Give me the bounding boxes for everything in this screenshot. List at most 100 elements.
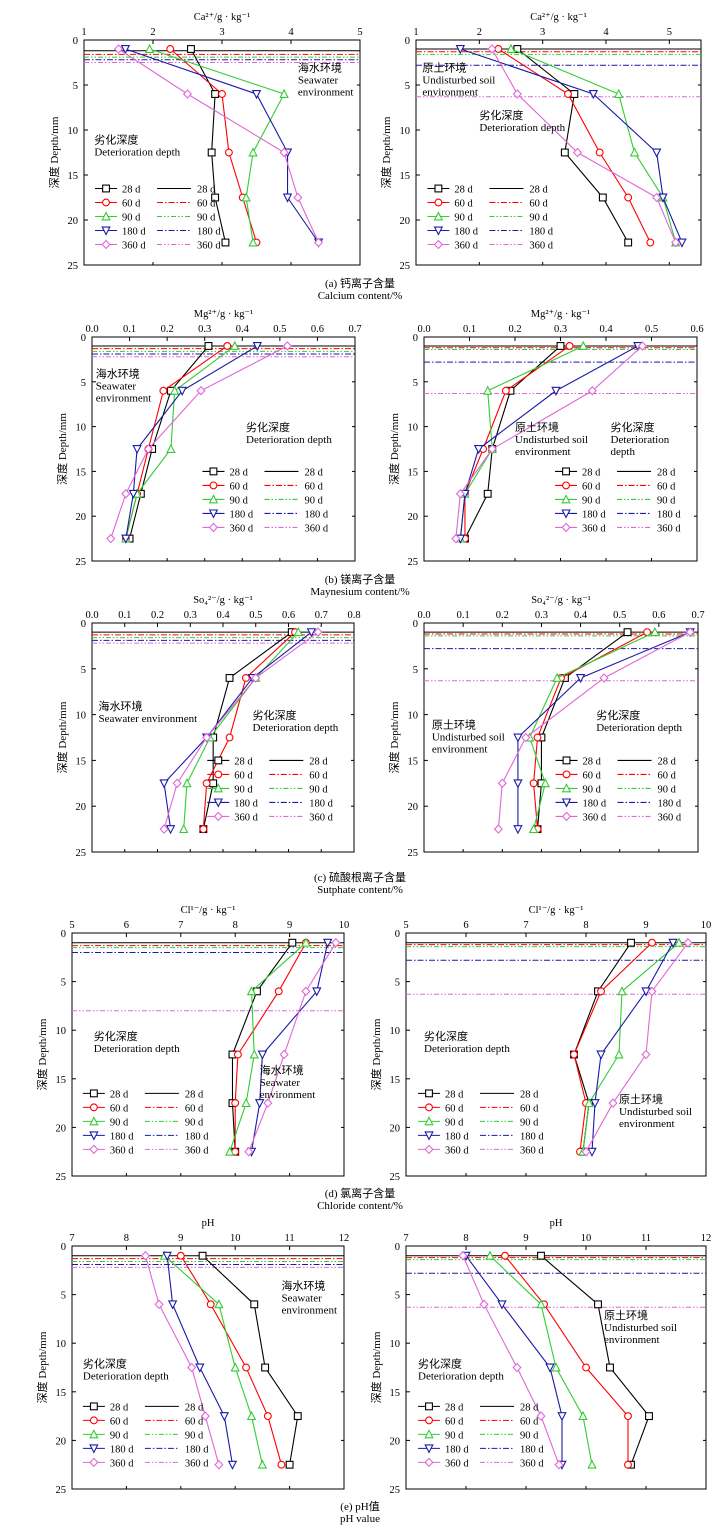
chart-a-left-point-360d	[182, 89, 193, 99]
chart-b-right-ytick-label: 25	[408, 557, 419, 568]
caption-c-en: Sutphate content/%	[317, 884, 403, 896]
chart-b-right-xtick-label: 0.5	[645, 324, 658, 335]
chart-a-left-point-28d	[221, 238, 230, 247]
chart-e-right-point-90d	[551, 1362, 561, 1372]
caption-e-cn: (e) pH值	[340, 1501, 380, 1513]
chart-e-right-point-28d	[606, 1363, 614, 1372]
chart-a-right-legend-label: 90 d	[454, 213, 473, 224]
chart-b-left-point-180d	[132, 445, 142, 455]
chart-b-left-point-360d	[106, 533, 116, 544]
chart-d-left-series-28d	[231, 942, 293, 1152]
chart-d-right-point-60d	[597, 987, 605, 996]
chart-a-left-point-28d	[211, 193, 220, 202]
chart-e-left-point-60d	[176, 1251, 185, 1260]
chart-c-right-legend-label: 28 d	[583, 756, 602, 767]
chart-b-left-legend-marker	[209, 467, 218, 476]
chart-e-right-point-360d	[536, 1411, 546, 1421]
chart-c-right-legend-depth-label: 180 d	[658, 798, 682, 809]
chart-a-left-legend-label: 90 d	[122, 213, 141, 224]
chart-c-right-point-360d	[685, 627, 695, 637]
chart-c-left-xlabel: So₄²⁻/g · kg⁻¹	[193, 595, 253, 606]
chart-d-left-legend-label: 360 d	[110, 1145, 134, 1156]
chart-e-right-xtick-label: 7	[403, 1233, 408, 1244]
chart-a-right-annotation-1-line: 劣化深度	[479, 108, 523, 122]
chart-b-left-legend: 28 d 28 d 60 d 60 d 90 d 90 d 180 d 180 d 360 d 3…	[202, 467, 329, 534]
chart-a-right-xtick-label: 4	[603, 27, 609, 38]
chart-c-left-xtick-label: 0.3	[184, 610, 197, 621]
chart-b-left-legend-depth-label: 28 d	[304, 467, 323, 478]
chart-d-left-point-180d	[322, 938, 333, 948]
chart-b-right-ylabel: 深度 Depth/mm	[387, 413, 401, 485]
chart-a-left-legend-depth-label: 28 d	[197, 185, 216, 196]
chart-c-left-annotation-0-line: 海水环境	[99, 699, 143, 713]
chart-e-right-point-28d	[645, 1412, 653, 1421]
chart-c-right-legend-marker	[562, 770, 571, 779]
chart-c-left-legend-marker	[214, 756, 223, 765]
chart-c-right-ytick-label: 20	[408, 802, 419, 813]
chart-a-left-legend-depth-label: 360 d	[197, 241, 221, 252]
chart-e-right-point-60d	[624, 1460, 632, 1469]
chart-d-right-legend-depth-label: 60 d	[520, 1103, 539, 1114]
chart-a-left-point-90d	[241, 192, 251, 202]
chart-c-left: 0.0 0.1 0.2 0.3 0.4 0.5 0.6 0.7 0.8 0 5 10 15 20 25 So₄…	[55, 595, 361, 859]
chart-c-left-legend-marker	[213, 811, 223, 822]
chart-a-right-point-180d	[588, 90, 599, 100]
chart-c-right-annotation-1-line: Deterioration depth	[596, 722, 682, 734]
chart-a-right-legend-depth-label: 28 d	[529, 185, 548, 196]
chart-c-left-point-360d	[172, 778, 182, 789]
chart-a-right-legend-marker	[434, 198, 443, 207]
chart-a-right-point-360d	[512, 89, 522, 99]
chart-e-right-point-28d	[537, 1251, 545, 1260]
caption-a-en: Calcium content/%	[317, 290, 403, 302]
chart-e-left-xtick-label: 9	[178, 1233, 183, 1244]
chart-b-right-point-360d	[487, 444, 497, 454]
chart-c-left-xtick-label: 0.6	[282, 610, 295, 621]
chart-e-left-point-90d	[230, 1362, 240, 1372]
chart-e-right-xtick-label: 11	[641, 1233, 651, 1244]
chart-b-right-annotation-0-line: Undisturbed soil	[515, 434, 588, 446]
chart-d-left-legend-depth-label: 28 d	[185, 1089, 204, 1100]
chart-e-left-point-360d	[200, 1411, 210, 1421]
chart-b-left-point-28d	[204, 342, 213, 350]
chart-b-left-legend-marker	[208, 494, 219, 504]
chart-b-left-ytick-label: 0	[81, 333, 86, 344]
chart-e-right-xlabel: pH	[550, 1218, 563, 1229]
chart-a-right-ytick-label: 25	[400, 261, 411, 272]
chart-c-left-xtick-label: 0.2	[151, 610, 164, 621]
chart-c-left-xtick-label: 0.7	[315, 610, 328, 621]
chart-a-right-xtick-label: 2	[477, 27, 482, 38]
chart-c-right-point-90d	[528, 823, 539, 834]
chart-d-left-annotation-0-line: 劣化深度	[94, 1029, 138, 1043]
chart-d-left-annotation-1-line: 海水环境	[260, 1063, 304, 1077]
chart-e-left-legend-depth-label: 360 d	[185, 1458, 209, 1469]
chart-d-left-point-90d	[246, 986, 257, 996]
chart-e-right-xtick-label: 8	[463, 1233, 468, 1244]
chart-c-left-ytick-label: 10	[76, 711, 87, 722]
chart-b-left-point-60d	[223, 342, 232, 350]
chart-d-right-legend-depth-label: 90 d	[520, 1117, 539, 1128]
chart-e-left-annotation-1-line: 劣化深度	[83, 1357, 127, 1371]
chart-e-left-xtick-label: 11	[285, 1233, 295, 1244]
chart-b-left-ytick-label: 15	[76, 467, 87, 478]
chart-c-left-point-28d	[225, 674, 234, 682]
chart-d-right-legend: 28 d 28 d 60 d 60 d 90 d 90 d 180 d 180 d 360 d 3…	[418, 1089, 544, 1156]
chart-e-left-point-180d	[162, 1251, 172, 1261]
chart-d-left-point-360d	[279, 1049, 289, 1060]
chart-c-right-xtick-label: 0.2	[496, 610, 509, 621]
chart-c-right-point-90d	[552, 672, 562, 682]
chart-d-left-ytick-label: 15	[56, 1075, 67, 1086]
chart-a-right-point-90d	[506, 43, 516, 53]
chart-a-right-frame	[415, 39, 702, 266]
chart-b-right-ytick-label: 10	[408, 423, 419, 434]
chart-a-left-legend-depth-label: 180 d	[197, 227, 221, 238]
chart-e-left-point-180d	[167, 1300, 178, 1310]
chart-d-right-point-180d	[668, 938, 678, 948]
chart-d-right-legend-marker	[424, 1131, 434, 1141]
chart-d-right-legend-label: 90 d	[445, 1117, 464, 1128]
chart-d-right-legend-marker	[424, 1144, 434, 1155]
chart-a-right-xtick-label: 3	[540, 27, 545, 38]
chart-e-right-ytick-label: 15	[390, 1388, 401, 1399]
chart-e-right-point-60d	[582, 1363, 590, 1372]
chart-a-left-point-60d	[166, 45, 175, 53]
